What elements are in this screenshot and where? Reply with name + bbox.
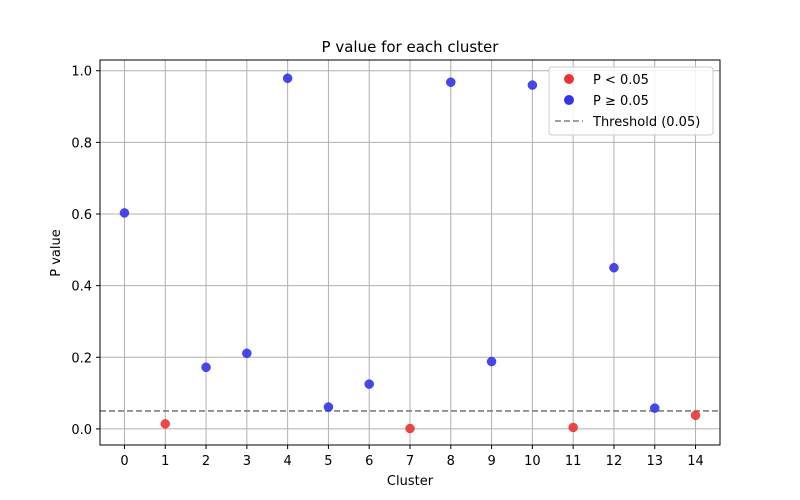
y-tick-label: 1.0 — [71, 65, 92, 80]
x-tick-label: 2 — [202, 454, 210, 469]
x-tick-label: 13 — [646, 454, 663, 469]
data-point-nonsignificant — [119, 208, 130, 218]
legend-entry-p-greater: P ≥ 0.05 — [593, 94, 649, 109]
legend-box — [548, 66, 714, 136]
x-tick-label: 10 — [524, 454, 541, 469]
data-point-significant — [405, 423, 415, 434]
data-point-significant — [160, 419, 171, 429]
legend-entry-p-less: P < 0.05 — [593, 73, 649, 88]
y-tick-label: 0.2 — [71, 351, 92, 366]
data-point-nonsignificant — [446, 77, 456, 87]
x-tick-label: 12 — [606, 454, 623, 469]
data-point-nonsignificant — [201, 362, 211, 373]
legend-entry-threshold: Threshold (0.05) — [592, 115, 700, 130]
x-tick-label: 4 — [283, 454, 291, 469]
legend-marker-p-greater — [564, 95, 574, 105]
x-tick-label: 9 — [487, 454, 495, 469]
x-axis-ticks: 0 1 2 3 4 5 6 7 8 9 10 11 12 13 14 — [120, 445, 704, 469]
data-point-nonsignificant — [527, 80, 538, 90]
data-point-nonsignificant — [242, 348, 252, 359]
x-tick-label: 8 — [447, 454, 455, 469]
data-point-nonsignificant — [649, 403, 660, 413]
x-tick-label: 5 — [324, 454, 332, 469]
y-tick-label: 0.0 — [71, 423, 92, 438]
y-axis-label: P value — [49, 229, 64, 276]
data-point-significant — [690, 410, 701, 421]
legend: P < 0.05 P ≥ 0.05 Threshold (0.05) — [548, 66, 714, 136]
x-tick-label: 1 — [161, 454, 169, 469]
data-point-nonsignificant — [282, 73, 293, 84]
x-tick-label: 3 — [243, 454, 251, 469]
data-point-nonsignificant — [323, 402, 334, 412]
data-point-significant — [568, 422, 578, 433]
y-tick-label: 0.8 — [71, 136, 92, 151]
data-point-nonsignificant — [609, 262, 619, 273]
legend-marker-p-less — [564, 74, 574, 84]
x-tick-label: 6 — [365, 454, 373, 469]
y-tick-label: 0.4 — [71, 280, 92, 295]
data-point-nonsignificant — [364, 379, 374, 389]
data-points — [119, 73, 701, 434]
y-tick-label: 0.6 — [71, 208, 92, 223]
x-axis-label: Cluster — [387, 474, 434, 489]
x-tick-label: 0 — [120, 454, 128, 469]
y-axis-ticks: 0.0 0.2 0.4 0.6 0.8 1.0 — [71, 65, 100, 438]
x-tick-label: 11 — [565, 454, 582, 469]
x-tick-label: 7 — [406, 454, 414, 469]
x-tick-label: 14 — [687, 454, 704, 469]
chart-title: P value for each cluster — [322, 38, 500, 56]
data-point-nonsignificant — [486, 356, 497, 367]
